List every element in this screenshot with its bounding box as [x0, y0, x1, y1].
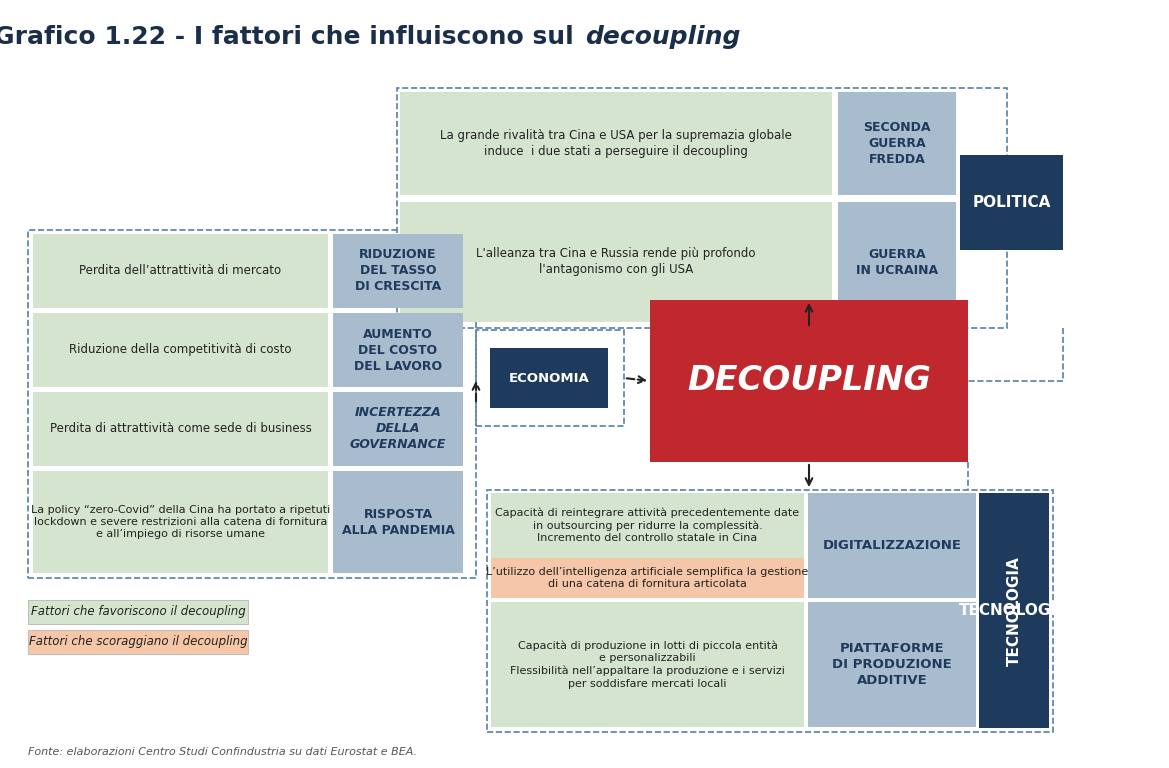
Bar — [400, 202, 832, 322]
Text: Capacità di reintegrare attività precedentemente date
in outsourcing per ridurre: Capacità di reintegrare attività precede… — [496, 508, 800, 544]
Bar — [490, 348, 608, 408]
Text: TECNOLOGIA: TECNOLOGIA — [1007, 556, 1022, 666]
Text: GUERRA
IN UCRAINA: GUERRA IN UCRAINA — [856, 247, 938, 276]
Bar — [978, 493, 1049, 728]
Text: TECNOLOGIA: TECNOLOGIA — [959, 603, 1068, 618]
Text: Riduzione della competitività di costo: Riduzione della competitività di costo — [69, 343, 292, 356]
Text: INCERTEZZA
DELLA
GOVERNANCE: INCERTEZZA DELLA GOVERNANCE — [350, 406, 447, 452]
Bar — [960, 155, 1063, 250]
Text: RIDUZIONE
DEL TASSO
DI CRESCITA: RIDUZIONE DEL TASSO DI CRESCITA — [355, 249, 441, 293]
Bar — [808, 602, 976, 727]
Text: decoupling: decoupling — [584, 25, 740, 49]
Text: DECOUPLING: DECOUPLING — [687, 365, 931, 398]
Text: RISPOSTA
ALLA PANDEMIA: RISPOSTA ALLA PANDEMIA — [341, 508, 455, 537]
Bar — [487, 490, 1053, 732]
Text: Perdita dell’attrattività di mercato: Perdita dell’attrattività di mercato — [79, 264, 282, 277]
Bar — [491, 602, 804, 727]
Bar — [33, 392, 328, 466]
Bar — [333, 313, 463, 387]
Text: PIATTAFORME
DI PRODUZIONE
ADDITIVE: PIATTAFORME DI PRODUZIONE ADDITIVE — [832, 642, 952, 687]
Bar — [838, 92, 956, 195]
Bar — [28, 230, 476, 578]
Text: La grande rivalità tra Cina e USA per la supremazia globale
induce  i due stati : La grande rivalità tra Cina e USA per la… — [440, 129, 791, 158]
Text: L'alleanza tra Cina e Russia rende più profondo
l'antagonismo con gli USA: L'alleanza tra Cina e Russia rende più p… — [476, 247, 755, 276]
Text: Capacità di produzione in lotti di piccola entità
e personalizzabili
Flessibilit: Capacità di produzione in lotti di picco… — [510, 641, 784, 689]
Bar — [808, 493, 976, 598]
Text: Fattori che favoriscono il decoupling: Fattori che favoriscono il decoupling — [30, 605, 245, 618]
Text: Grafico 1.22 - I fattori che influiscono sul: Grafico 1.22 - I fattori che influiscono… — [0, 25, 583, 49]
Bar — [838, 202, 956, 322]
Bar — [33, 471, 328, 573]
Bar — [397, 88, 1007, 328]
Bar — [333, 471, 463, 573]
Bar — [491, 493, 804, 598]
Text: SECONDA
GUERRA
FREDDA: SECONDA GUERRA FREDDA — [863, 121, 931, 166]
Bar — [491, 493, 804, 558]
Text: ECONOMIA: ECONOMIA — [509, 372, 589, 385]
Bar — [333, 392, 463, 466]
Bar — [650, 300, 968, 462]
Bar — [400, 92, 832, 195]
Text: POLITICA: POLITICA — [973, 195, 1051, 210]
Text: La policy “zero-Covid” della Cina ha portato a ripetuti
lockdown e severe restri: La policy “zero-Covid” della Cina ha por… — [30, 505, 330, 539]
Text: Fattori che scoraggiano il decoupling: Fattori che scoraggiano il decoupling — [29, 635, 248, 648]
Bar — [333, 234, 463, 308]
Text: L’utilizzo dell’intelligenza artificiale semplifica la gestione
di una catena di: L’utilizzo dell’intelligenza artificiale… — [486, 567, 809, 589]
Bar — [476, 330, 624, 426]
Text: DIGITALIZZAZIONE: DIGITALIZZAZIONE — [823, 539, 961, 552]
Bar — [28, 630, 248, 654]
Text: AUMENTO
DEL COSTO
DEL LAVORO: AUMENTO DEL COSTO DEL LAVORO — [354, 327, 442, 372]
Bar — [33, 234, 328, 308]
Bar — [28, 600, 248, 624]
Bar — [33, 313, 328, 387]
Bar — [491, 558, 804, 598]
Text: Fonte: elaborazioni Centro Studi Confindustria su dati Eurostat e BEA.: Fonte: elaborazioni Centro Studi Confind… — [28, 747, 417, 757]
Text: Perdita di attrattività come sede di business: Perdita di attrattività come sede di bus… — [49, 422, 311, 435]
